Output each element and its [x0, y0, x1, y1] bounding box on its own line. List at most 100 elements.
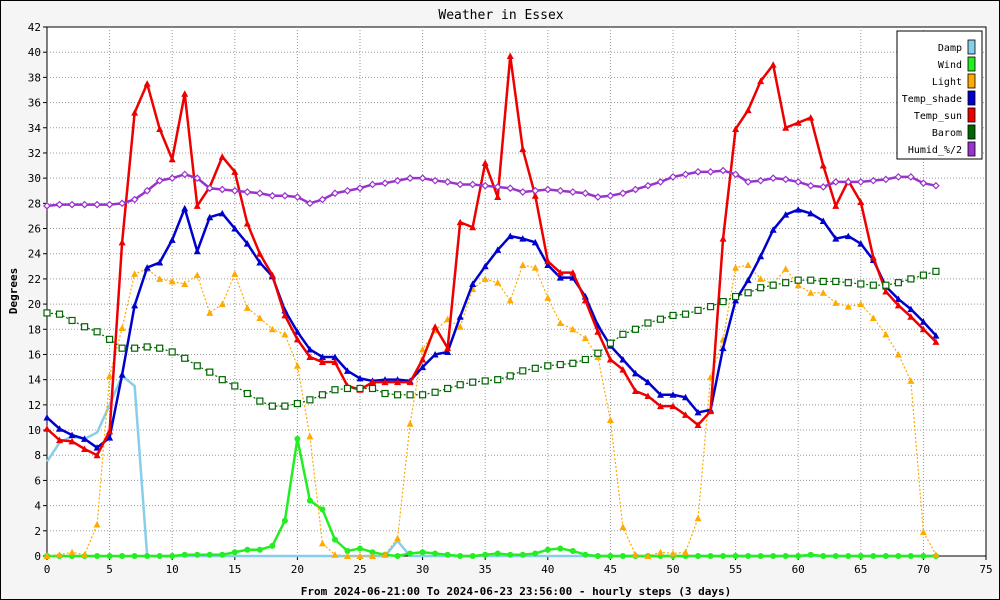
data-point: [532, 550, 539, 557]
data-point: [531, 364, 539, 372]
data-point: [281, 311, 289, 319]
data-point: [231, 382, 239, 390]
data-point: [119, 553, 126, 559]
data-point: [331, 536, 338, 543]
data-point: [318, 391, 327, 399]
data-point: [457, 553, 464, 559]
x-tick-label: 30: [416, 563, 429, 576]
data-point: [844, 279, 852, 287]
data-point: [631, 185, 640, 194]
data-point: [882, 330, 890, 338]
data-point: [344, 547, 351, 554]
data-point: [844, 303, 852, 310]
data-point: [744, 106, 752, 114]
data-point: [832, 235, 840, 242]
data-point: [256, 397, 264, 405]
data-point: [331, 358, 339, 366]
data-point: [68, 437, 76, 445]
data-point: [393, 391, 402, 399]
data-point: [682, 411, 690, 418]
data-point: [794, 178, 803, 186]
y-tick-label: 32: [28, 147, 41, 160]
y-tick-label: 8: [34, 449, 41, 462]
data-point: [55, 310, 64, 318]
data-point: [256, 259, 264, 266]
data-point: [268, 191, 277, 200]
data-point: [381, 378, 389, 386]
data-point: [882, 553, 889, 559]
data-point: [243, 240, 251, 247]
data-point: [870, 553, 877, 559]
data-point: [194, 551, 201, 558]
data-point: [131, 270, 139, 277]
data-point: [707, 407, 715, 415]
data-point: [268, 402, 276, 410]
data-point: [857, 553, 864, 559]
data-point: [519, 367, 527, 375]
data-point: [782, 211, 790, 218]
data-point: [231, 225, 239, 232]
y-tick-label: 6: [34, 474, 41, 487]
data-point: [131, 109, 139, 116]
data-point: [106, 553, 113, 559]
data-point: [744, 276, 752, 284]
data-point: [93, 200, 101, 209]
data-point: [619, 356, 627, 363]
data-point: [81, 445, 89, 452]
data-point: [105, 335, 114, 343]
data-point: [444, 348, 452, 355]
x-tick-label: 45: [604, 563, 617, 576]
data-point: [518, 188, 527, 196]
data-point: [844, 178, 853, 186]
data-point: [506, 52, 514, 59]
data-point: [131, 344, 139, 352]
data-point: [857, 198, 865, 206]
data-point: [381, 389, 389, 398]
data-point: [393, 176, 402, 185]
data-point: [807, 551, 814, 558]
data-point: [431, 323, 439, 330]
data-point: [331, 386, 339, 394]
data-point: [894, 295, 902, 303]
data-point: [606, 356, 614, 363]
data-point: [731, 292, 740, 301]
data-point: [156, 553, 163, 559]
data-point: [43, 202, 51, 210]
data-point: [356, 384, 364, 393]
data-point: [231, 168, 239, 175]
data-point: [557, 545, 564, 552]
data-point: [418, 174, 427, 182]
data-point: [794, 206, 802, 213]
data-point: [306, 353, 314, 360]
data-point: [218, 153, 226, 160]
data-point: [56, 425, 64, 432]
data-point: [706, 167, 715, 176]
data-point: [356, 374, 364, 382]
data-point: [444, 551, 451, 558]
data-point: [293, 193, 302, 201]
y-tick-label: 10: [28, 424, 41, 437]
data-point: [869, 314, 877, 321]
data-point: [56, 436, 64, 444]
data-point: [206, 551, 213, 558]
data-point: [230, 186, 239, 195]
data-point: [268, 325, 276, 333]
data-point: [781, 175, 790, 184]
data-point: [481, 159, 489, 167]
legend-swatch: [967, 107, 976, 123]
plot-area: [46, 26, 987, 557]
data-point: [794, 119, 802, 126]
data-point: [556, 186, 565, 195]
data-point: [732, 264, 740, 271]
data-point: [656, 178, 665, 186]
data-point: [106, 434, 114, 441]
data-point: [456, 180, 465, 189]
data-point: [156, 125, 164, 133]
data-point: [306, 432, 314, 440]
data-point: [406, 174, 414, 182]
data-point: [356, 184, 364, 193]
data-point: [757, 284, 765, 292]
data-point: [193, 174, 202, 182]
data-point: [881, 175, 890, 184]
